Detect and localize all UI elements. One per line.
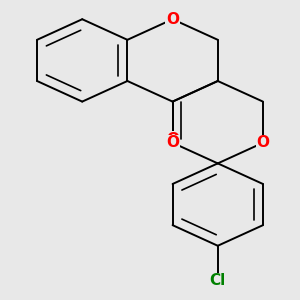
Text: O: O <box>166 12 179 27</box>
Text: O: O <box>256 135 269 150</box>
Text: O: O <box>166 132 179 147</box>
Text: Cl: Cl <box>210 273 226 288</box>
Text: O: O <box>166 135 179 150</box>
